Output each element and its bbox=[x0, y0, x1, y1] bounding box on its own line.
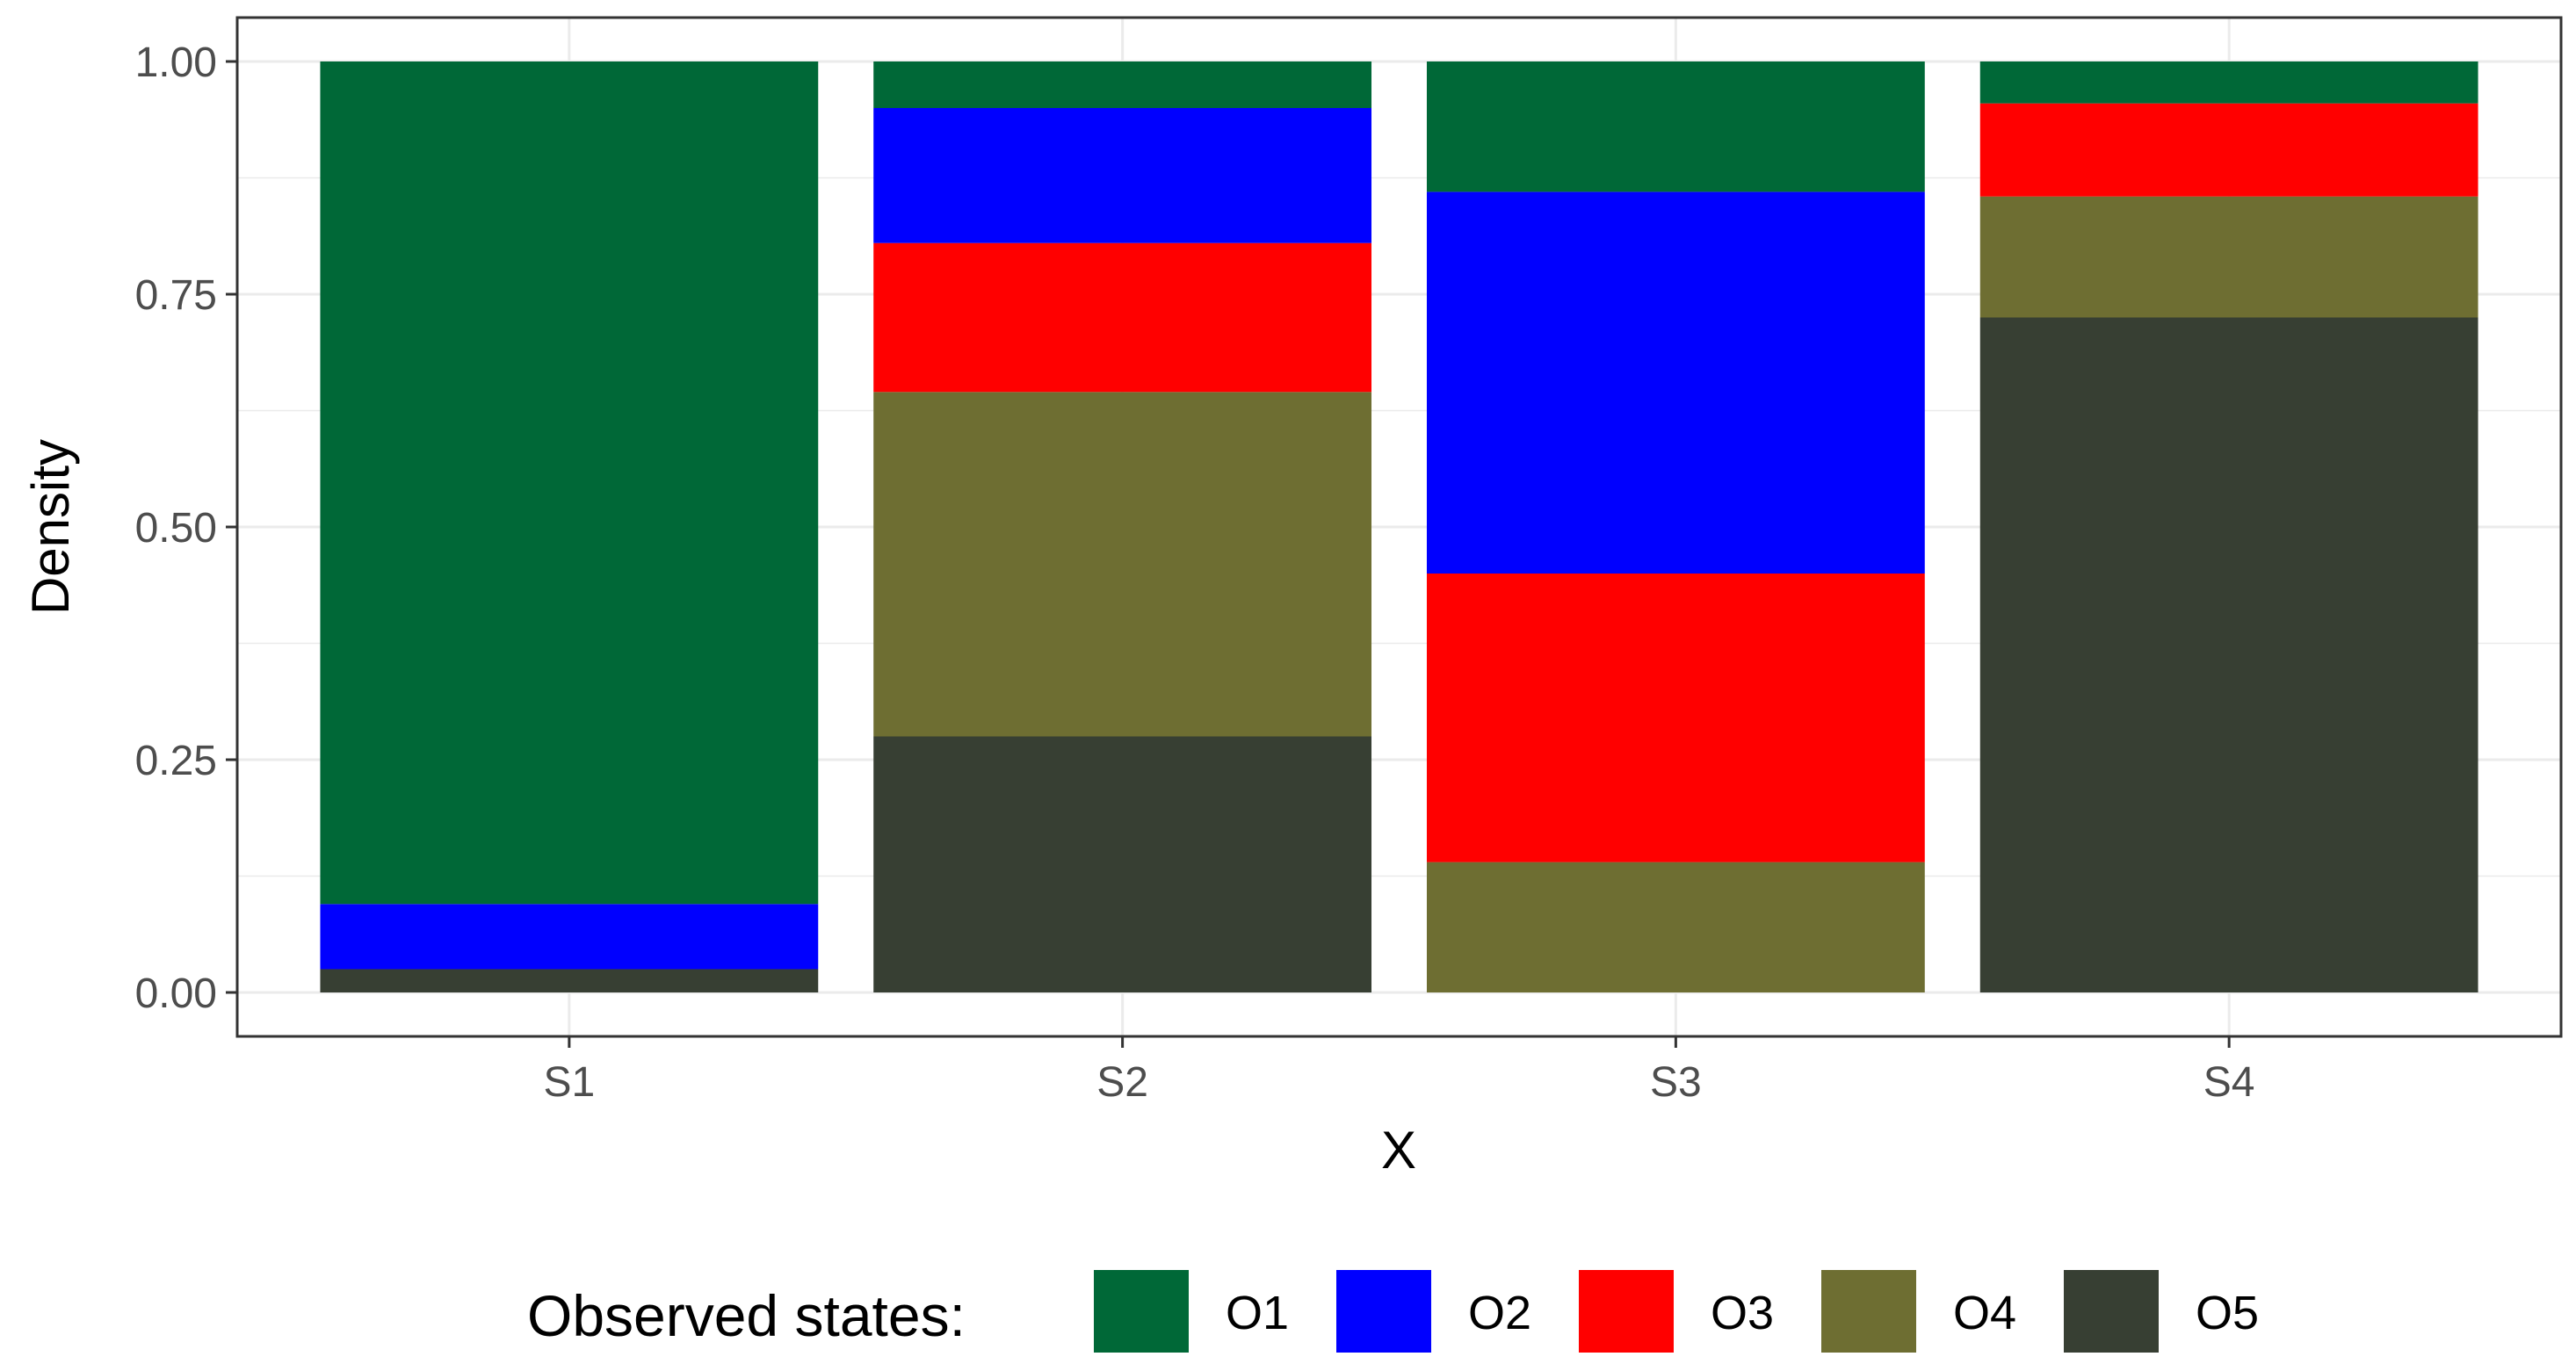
legend-label-O1: O1 bbox=[1226, 1287, 1289, 1339]
y-tick-label: 0.50 bbox=[135, 505, 217, 552]
legend-key-O2 bbox=[1336, 1270, 1431, 1353]
bar-segment-S4-O4 bbox=[1979, 196, 2478, 318]
bar-segment-S1-O5 bbox=[320, 969, 819, 992]
y-axis-title: Density bbox=[21, 439, 80, 615]
y-tick-label: 1.00 bbox=[135, 40, 217, 86]
legend-label-O3: O3 bbox=[1711, 1287, 1774, 1339]
legend-key-O3 bbox=[1579, 1270, 1674, 1353]
legend-key-O5 bbox=[2064, 1270, 2159, 1353]
legend-key-O1 bbox=[1094, 1270, 1189, 1353]
bar-segment-S2-O2 bbox=[873, 108, 1372, 243]
bars bbox=[320, 61, 2478, 992]
x-tick-label: S2 bbox=[1096, 1059, 1148, 1106]
y-tick-label: 0.25 bbox=[135, 738, 217, 784]
legend-label-O4: O4 bbox=[1953, 1287, 2016, 1339]
axis-ticks: 0.00 0.25 0.50 0.75 1.00 S1 S2 S3 S4 bbox=[135, 40, 2255, 1106]
bar-segment-S3-O1 bbox=[1426, 61, 1925, 192]
bar-segment-S3-O3 bbox=[1426, 574, 1925, 862]
bar-segment-S4-O3 bbox=[1979, 103, 2478, 197]
legend-key-O4 bbox=[1821, 1270, 1916, 1353]
x-tick-label: S1 bbox=[543, 1059, 595, 1106]
bar-segment-S3-O4 bbox=[1426, 862, 1925, 992]
bar-segment-S2-O1 bbox=[873, 61, 1372, 108]
legend-label-O2: O2 bbox=[1468, 1287, 1531, 1339]
x-tick-label: S4 bbox=[2203, 1059, 2255, 1106]
bar-segment-S1-O1 bbox=[320, 61, 819, 905]
x-axis-title: X bbox=[1381, 1121, 1416, 1180]
y-tick-label: 0.00 bbox=[135, 971, 217, 1017]
bar-segment-S4-O1 bbox=[1979, 61, 2478, 104]
y-tick-label: 0.75 bbox=[135, 272, 217, 319]
x-tick-label: S3 bbox=[1650, 1059, 1702, 1106]
legend-label-O5: O5 bbox=[2196, 1287, 2259, 1339]
legend: Observed states: O1 O2 O3 O4 O5 bbox=[527, 1270, 2259, 1353]
bar-segment-S2-O4 bbox=[873, 392, 1372, 737]
bar-segment-S2-O3 bbox=[873, 242, 1372, 393]
bar-segment-S4-O5 bbox=[1979, 317, 2478, 992]
legend-title: Observed states: bbox=[527, 1283, 966, 1348]
bar-segment-S2-O5 bbox=[873, 736, 1372, 992]
bar-segment-S1-O2 bbox=[320, 904, 819, 970]
bar-segment-S3-O2 bbox=[1426, 191, 1925, 574]
